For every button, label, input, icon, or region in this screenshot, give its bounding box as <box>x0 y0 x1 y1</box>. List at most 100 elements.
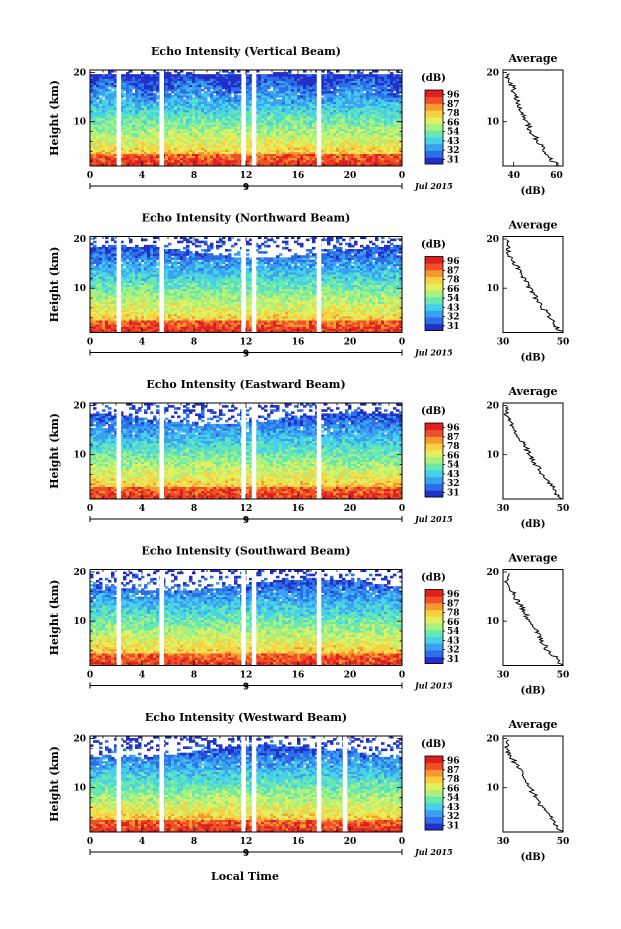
x-tick-label: 12 <box>240 338 253 348</box>
colorbar-tick-label: 43 <box>447 803 460 813</box>
colorbar-tick-label: 78 <box>447 276 460 286</box>
colorbar-tick-label: 54 <box>447 627 460 637</box>
x-tick-label: 20 <box>344 671 357 681</box>
y-axis-label: Height (km) <box>48 413 61 489</box>
data-gap <box>316 569 322 666</box>
y-axis-label: Height (km) <box>48 580 61 656</box>
x-tick-label: 20 <box>344 338 357 348</box>
average-profile: Average 10 20 40 60 (dB) <box>486 52 564 197</box>
colorbar-unit: (dB) <box>421 73 446 84</box>
average-profile: Average 10 20 30 50 (dB) <box>486 219 569 364</box>
x-axis-label: Local Time <box>211 870 279 883</box>
x-tick-label: 12 <box>240 671 253 681</box>
y-axis-label: Height (km) <box>48 746 61 822</box>
average-title: Average <box>507 552 557 565</box>
average-x-tick-label: 30 <box>497 338 510 348</box>
colorbar-tick-label: 43 <box>447 470 460 480</box>
data-gap <box>241 569 246 666</box>
average-x-label: (dB) <box>521 186 546 197</box>
heatmap <box>90 736 402 832</box>
x-tick-label: 20 <box>344 171 357 181</box>
colorbar-tick-label: 32 <box>447 313 460 323</box>
colorbar-tick-label: 54 <box>447 461 460 471</box>
x-tick-label: 4 <box>139 504 145 514</box>
colorbar-tick-label: 78 <box>447 442 460 452</box>
panel-title: Echo Intensity (Northward Beam) <box>142 212 351 225</box>
date-label: Jul 2015 <box>413 681 453 691</box>
data-gap <box>159 70 164 166</box>
data-gap <box>159 569 164 666</box>
average-frame <box>502 69 564 167</box>
average-y-tick-label: 10 <box>486 284 499 294</box>
data-gap <box>116 736 122 832</box>
x-tick-label: 0 <box>399 338 405 348</box>
colorbar-tick-label: 54 <box>447 128 460 138</box>
data-gap <box>241 403 246 499</box>
y-tick-label: 20 <box>73 734 86 744</box>
colorbar-tick-label: 32 <box>447 146 460 156</box>
average-profile: Average 10 20 30 50 (dB) <box>486 552 569 697</box>
x-tick-label: 0 <box>399 504 405 514</box>
y-tick-label: 20 <box>73 68 86 78</box>
data-gap <box>251 736 257 832</box>
colorbar-unit: (dB) <box>421 406 446 417</box>
x-tick-label: 12 <box>240 837 253 847</box>
x-tick-label: 20 <box>344 837 357 847</box>
x-tick-label: 8 <box>191 837 197 847</box>
colorbar-tick-label: 43 <box>447 636 460 646</box>
colorbar-unit: (dB) <box>421 240 446 251</box>
data-gap <box>116 70 122 166</box>
date-label: Jul 2015 <box>413 514 453 524</box>
x-tick-label: 8 <box>191 504 197 514</box>
colorbar-tick-label: 96 <box>447 424 460 434</box>
colorbar-tick-label: 66 <box>447 784 460 794</box>
x-tick-label: 16 <box>292 671 305 681</box>
day-marker: 9 <box>243 350 249 360</box>
colorbar-tick-label: 66 <box>447 285 460 295</box>
colorbar-tick-label: 78 <box>447 775 460 785</box>
day-marker: 9 <box>243 849 249 859</box>
average-y-tick-label: 10 <box>486 118 499 128</box>
date-label: Jul 2015 <box>413 181 453 191</box>
average-line <box>504 73 559 167</box>
x-tick-label: 16 <box>292 171 305 181</box>
day-marker: 9 <box>243 516 249 526</box>
x-tick-label: 0 <box>87 338 93 348</box>
data-gap <box>251 70 257 166</box>
average-x-tick-label: 30 <box>497 504 510 514</box>
colorbar-tick-label: 31 <box>447 155 460 165</box>
panel-title: Echo Intensity (Southward Beam) <box>142 545 351 558</box>
data-gap <box>241 736 246 832</box>
x-tick-label: 20 <box>344 504 357 514</box>
average-x-label: (dB) <box>521 852 546 863</box>
y-axis-label: Height (km) <box>48 80 61 156</box>
colorbar-tick-label: 54 <box>447 794 460 804</box>
x-tick-label: 16 <box>292 504 305 514</box>
average-frame <box>502 236 564 333</box>
data-gap <box>316 736 322 832</box>
colorbar-tick-label: 78 <box>447 609 460 619</box>
x-tick-label: 16 <box>292 338 305 348</box>
y-tick-label: 20 <box>73 401 86 411</box>
panel-2: Echo Intensity (Eastward Beam) 0 4 8 12 16 20 0… <box>48 378 569 530</box>
data-gap <box>241 236 246 333</box>
data-gap <box>116 236 122 333</box>
panel-1: Echo Intensity (Northward Beam) 0 4 8 12 16 20… <box>48 212 569 364</box>
data-gap <box>251 569 257 666</box>
colorbar-tick-label: 43 <box>447 303 460 313</box>
average-y-tick-label: 20 <box>486 68 499 78</box>
colorbar-tick-label: 32 <box>447 479 460 489</box>
data-gap <box>316 403 322 499</box>
colorbar-tick-label: 96 <box>447 757 460 767</box>
x-tick-label: 0 <box>87 171 93 181</box>
average-x-tick-label: 40 <box>507 171 520 181</box>
colorbar-tick-label: 96 <box>447 257 460 267</box>
x-tick-label: 8 <box>191 171 197 181</box>
average-frame <box>502 402 564 500</box>
average-y-tick-label: 10 <box>486 451 499 461</box>
colorbar-tick-label: 66 <box>447 618 460 628</box>
average-title: Average <box>507 718 557 731</box>
